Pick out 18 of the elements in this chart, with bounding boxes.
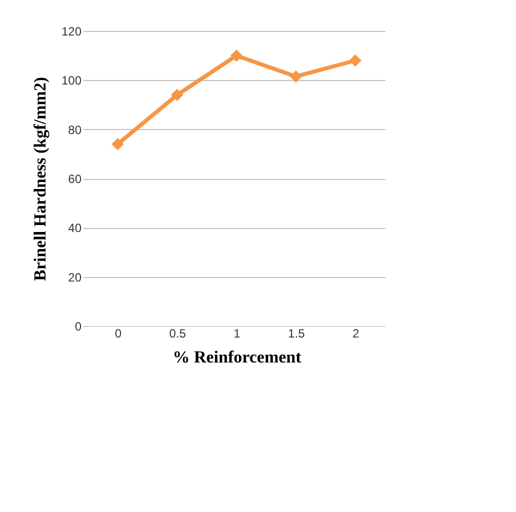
y-tick-label: 100	[61, 74, 82, 88]
x-tick-label: 0	[114, 326, 122, 340]
y-tick-label: 20	[68, 270, 82, 284]
x-tick-label: 0.5	[169, 326, 186, 340]
y-tick-label: 60	[68, 172, 82, 186]
point	[290, 70, 302, 83]
x-tick-label: 2	[352, 326, 360, 340]
y-tick-label: 80	[68, 122, 82, 137]
point	[349, 54, 362, 67]
point	[170, 88, 184, 102]
x-tick-label: 1	[234, 326, 241, 340]
x-tick-label: 1.5	[288, 326, 306, 340]
y-tick-label: 40	[68, 221, 82, 236]
x-axis-title: % Reinforcement	[172, 348, 302, 366]
point	[230, 49, 243, 62]
y-axis-title: Brinell Hardness (kgf/mm2)	[30, 77, 50, 281]
point	[112, 138, 124, 150]
y-tick-label: 120	[61, 24, 82, 38]
